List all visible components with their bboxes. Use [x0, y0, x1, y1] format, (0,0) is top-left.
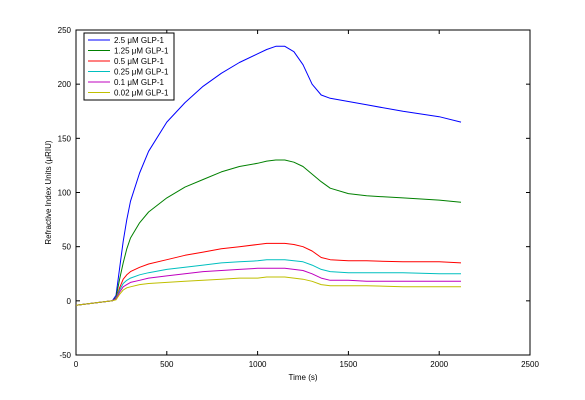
series-line — [75, 267, 461, 306]
series-line — [75, 242, 462, 306]
legend-label: 0.25 μM GLP-1 — [114, 68, 169, 77]
y-tick-label: 250 — [58, 26, 72, 35]
series-line — [75, 259, 461, 306]
x-tick-label: 1500 — [340, 360, 358, 369]
x-tick-label: 500 — [160, 360, 174, 369]
legend-label: 0.1 μM GLP-1 — [114, 78, 165, 87]
x-tick-label: 2000 — [430, 360, 448, 369]
y-tick-label: 50 — [62, 243, 71, 252]
y-axis-title: Refractive Index Units (μRIU) — [44, 140, 53, 245]
y-tick-label: 0 — [67, 297, 72, 306]
x-tick-label: 1000 — [249, 360, 267, 369]
x-tick-label: 2500 — [521, 360, 539, 369]
legend-label: 0.02 μM GLP-1 — [114, 89, 169, 98]
y-tick-label: 100 — [58, 189, 72, 198]
legend-label: 0.5 μM GLP-1 — [114, 57, 165, 66]
y-tick-label: 150 — [58, 134, 72, 143]
legend-label: 1.25 μM GLP-1 — [114, 47, 169, 56]
legend-box — [83, 32, 175, 101]
legend-label: 2.5 μM GLP-1 — [114, 36, 165, 45]
y-tick-label: -50 — [59, 351, 71, 360]
legend: 2.5 μM GLP-1 1.25 μM GLP-10.5 μM GLP-1 0.2… — [83, 32, 175, 101]
x-tick-label: 0 — [74, 360, 79, 369]
series-line — [75, 45, 462, 306]
y-tick-label: 200 — [58, 80, 72, 89]
series-line — [75, 159, 462, 306]
series-layer — [75, 45, 462, 306]
series-line — [75, 276, 461, 306]
x-axis-title: Time (s) — [288, 373, 317, 382]
